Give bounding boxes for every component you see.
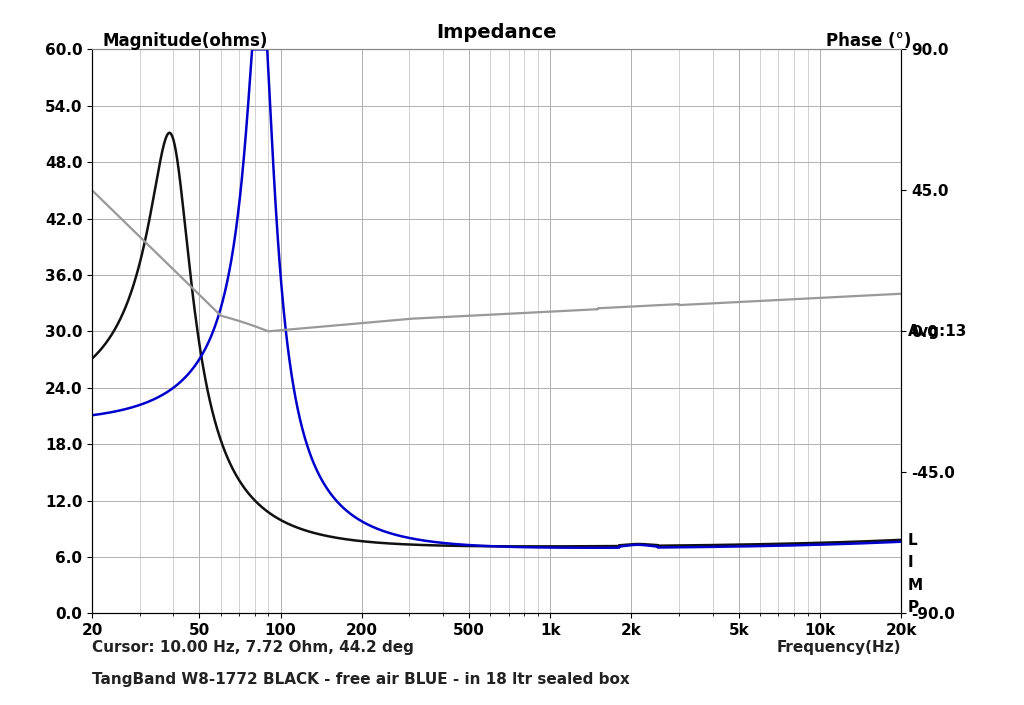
Text: Magnitude(ohms): Magnitude(ohms) bbox=[102, 32, 267, 50]
Text: Frequency(Hz): Frequency(Hz) bbox=[776, 640, 901, 655]
Title: Impedance: Impedance bbox=[436, 23, 557, 42]
Text: I: I bbox=[908, 555, 913, 570]
Text: Cursor: 10.00 Hz, 7.72 Ohm, 44.2 deg: Cursor: 10.00 Hz, 7.72 Ohm, 44.2 deg bbox=[92, 640, 414, 655]
Text: Phase (°): Phase (°) bbox=[826, 32, 911, 50]
Text: P: P bbox=[908, 600, 920, 615]
Text: TangBand W8-1772 BLACK - free air BLUE - in 18 ltr sealed box: TangBand W8-1772 BLACK - free air BLUE -… bbox=[92, 672, 630, 687]
Text: Avg:13: Avg:13 bbox=[908, 324, 968, 339]
Text: L: L bbox=[908, 532, 918, 548]
Text: M: M bbox=[908, 577, 924, 593]
